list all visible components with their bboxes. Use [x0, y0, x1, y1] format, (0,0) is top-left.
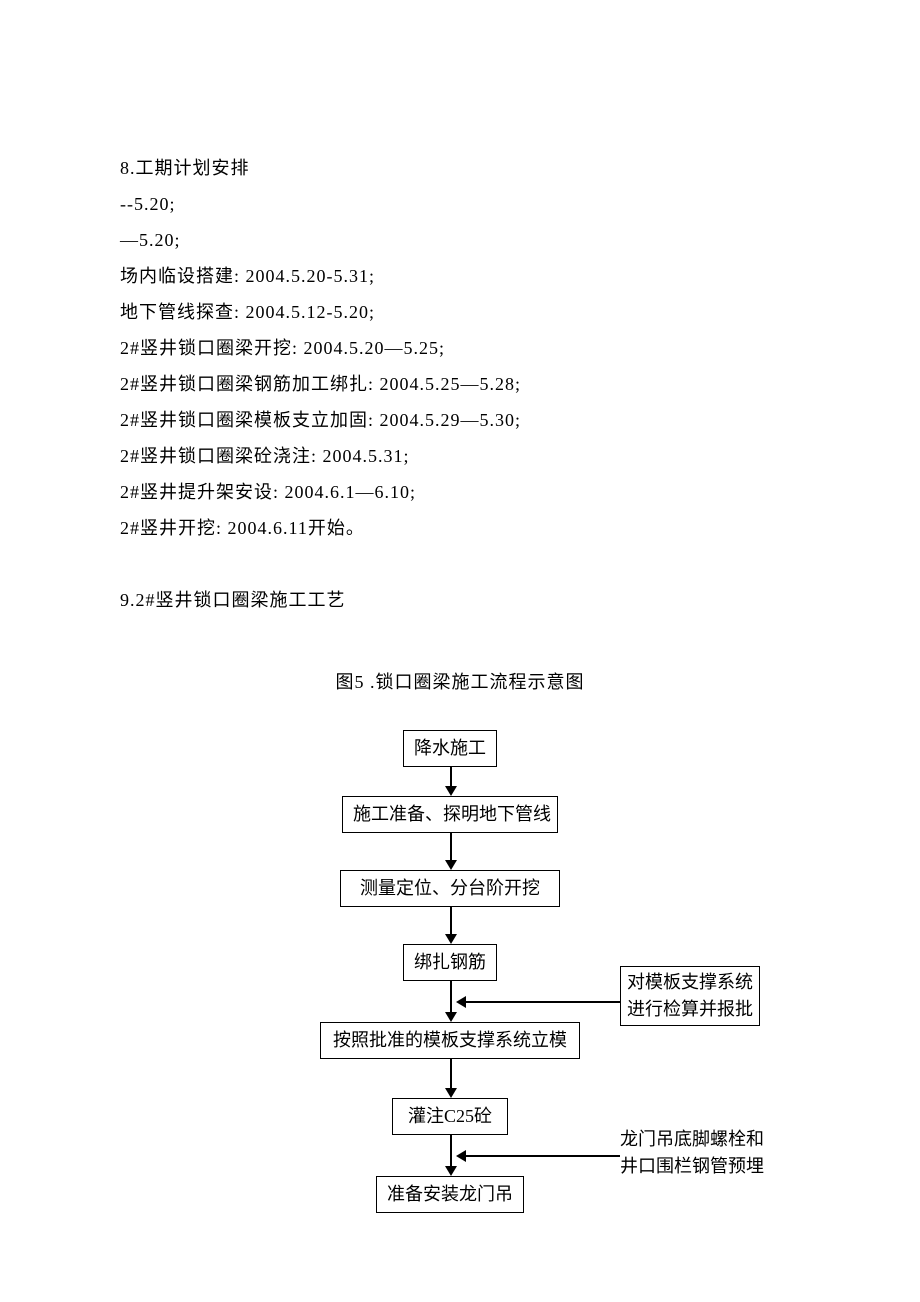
text-line: 2#竖井锁口圈梁钢筋加工绑扎: 2004.5.25—5.28; [120, 366, 800, 402]
text-line: --5.20; [120, 186, 800, 222]
arrow-head-icon [445, 860, 457, 870]
text-line: 2#竖井锁口圈梁砼浇注: 2004.5.31; [120, 438, 800, 474]
arrow-line [450, 1058, 452, 1088]
arrow-line [466, 1001, 620, 1003]
arrow-head-icon [445, 786, 457, 796]
flowchart-annotation: 龙门吊底脚螺栓和井口围栏钢管预埋 [620, 1126, 764, 1180]
text-line: 地下管线探查: 2004.5.12-5.20; [120, 294, 800, 330]
arrow-head-icon [445, 934, 457, 944]
flowchart-node: 测量定位、分台阶开挖 [340, 870, 560, 907]
flowchart-annotation: 对模板支撑系统进行检算并报批 [620, 966, 760, 1026]
flowchart-node: 施工准备、探明地下管线 [342, 796, 558, 833]
text-line: 8.工期计划安排 [120, 150, 800, 186]
text-line: 2#竖井提升架安设: 2004.6.1—6.10; [120, 474, 800, 510]
flowchart-diagram: 降水施工施工准备、探明地下管线测量定位、分台阶开挖绑扎钢筋按照批准的模板支撑系统… [120, 730, 800, 1238]
arrow-line [450, 832, 452, 860]
text-line: 2#竖井开挖: 2004.6.11开始。 [120, 510, 800, 546]
arrow-head-icon [445, 1088, 457, 1098]
figure-caption: 图5 .锁口圈梁施工流程示意图 [120, 664, 800, 700]
flowchart-node: 按照批准的模板支撑系统立模 [320, 1022, 580, 1059]
section-heading-9: 9.2#竖井锁口圈梁施工工艺 [120, 582, 800, 618]
flowchart-node: 准备安装龙门吊 [376, 1176, 524, 1213]
arrow-head-icon [445, 1012, 457, 1022]
flowchart-node: 降水施工 [403, 730, 497, 767]
arrow-head-icon [456, 1150, 466, 1162]
arrow-line [450, 1134, 452, 1166]
schedule-section: 8.工期计划安排--5.20;—5.20;场内临设搭建: 2004.5.20-5… [120, 150, 800, 546]
spacer [120, 546, 800, 582]
flowchart-node: 绑扎钢筋 [403, 944, 497, 981]
arrow-line [450, 906, 452, 934]
arrow-line [450, 766, 452, 786]
arrow-line [450, 980, 452, 1012]
text-line: —5.20; [120, 222, 800, 258]
schedule-lines: 8.工期计划安排--5.20;—5.20;场内临设搭建: 2004.5.20-5… [120, 150, 800, 546]
text-line: 2#竖井锁口圈梁模板支立加固: 2004.5.29—5.30; [120, 402, 800, 438]
text-line: 场内临设搭建: 2004.5.20-5.31; [120, 258, 800, 294]
text-line: 2#竖井锁口圈梁开挖: 2004.5.20—5.25; [120, 330, 800, 366]
spacer [120, 618, 800, 654]
arrow-head-icon [445, 1166, 457, 1176]
flowchart-node: 灌注C25砼 [392, 1098, 508, 1135]
arrow-line [466, 1155, 620, 1157]
arrow-head-icon [456, 996, 466, 1008]
